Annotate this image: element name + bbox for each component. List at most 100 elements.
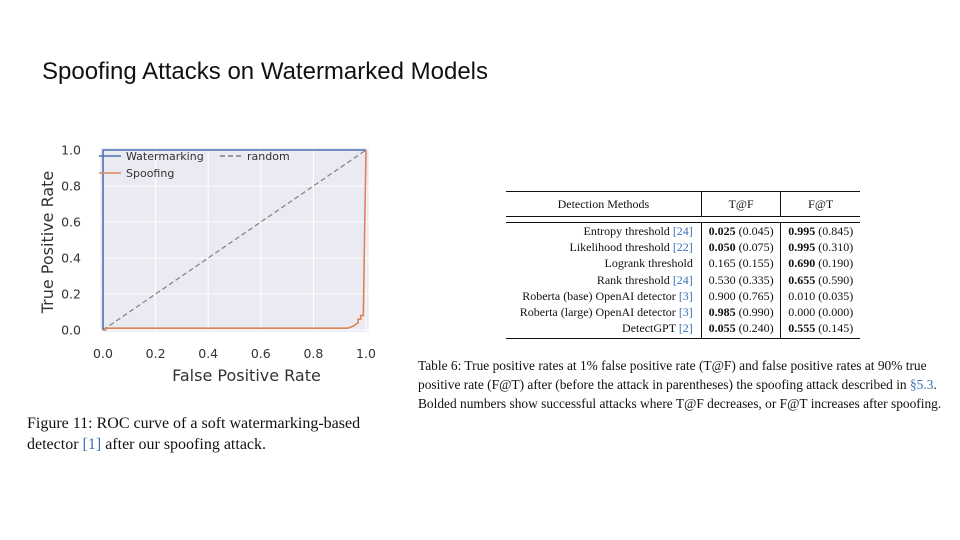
slide-title: Spoofing Attacks on Watermarked Models <box>42 58 488 85</box>
x-tick-label: 1.0 <box>356 346 376 361</box>
method-ref[interactable]: [3] <box>678 288 693 303</box>
series-line-random <box>102 149 367 331</box>
ft-before-value: (0.190) <box>815 256 854 271</box>
method-name: Entropy threshold <box>583 224 673 239</box>
method-name: Logrank threshold <box>604 256 693 271</box>
ft-before-value: (0.590) <box>815 272 854 287</box>
table-row: Roberta (large) OpenAI detector [3] 0.985… <box>506 303 860 321</box>
tf-before-value: (0.765) <box>735 288 774 303</box>
method-name: Likelihood threshold <box>569 240 673 255</box>
method-ref[interactable]: [24] <box>672 224 693 239</box>
method-cell: Roberta (base) OpenAI detector [3] <box>506 287 702 304</box>
method-name: DetectGPT <box>622 321 679 336</box>
method-cell: Roberta (large) OpenAI detector [3] <box>506 303 702 321</box>
tf-cell: 0.165 (0.155) <box>701 255 782 272</box>
y-axis-label: True Positive Rate <box>38 171 57 315</box>
tf-value: 0.050 <box>708 240 736 255</box>
method-cell: DetectGPT [2] <box>506 320 702 340</box>
method-ref[interactable]: [22] <box>672 240 693 255</box>
table-row: DetectGPT [2] 0.055 (0.240) 0.555 (0.145) <box>506 320 860 340</box>
legend-label: random <box>247 150 290 163</box>
ft-value: 0.995 <box>788 240 816 255</box>
method-cell: Likelihood threshold [22] <box>506 239 702 256</box>
method-cell: Rank threshold [24] <box>506 271 702 288</box>
ft-value: 0.010 <box>788 288 816 303</box>
tf-cell: 0.985 (0.990) <box>701 303 782 321</box>
tf-cell: 0.530 (0.335) <box>701 271 782 288</box>
roc-figure: 0.0 0.2 0.4 0.6 0.8 1.0 0.0 0.2 0.4 0.6 0.8 1.0 Fals… <box>30 138 400 388</box>
ft-before-value: (0.000) <box>815 305 854 320</box>
method-cell: Entropy threshold [24] <box>506 222 702 240</box>
ft-before-value: (0.845) <box>815 224 854 239</box>
y-tick-label: 0.0 <box>61 323 81 338</box>
tf-cell: 0.025 (0.045) <box>701 222 782 240</box>
table-caption-text: Table 6: True positive rates at 1% false… <box>418 358 927 392</box>
table-row: Roberta (base) OpenAI detector [3] 0.900 … <box>506 287 860 304</box>
table-row: Rank threshold [24] 0.530 (0.335) 0.655 (0… <box>506 271 860 288</box>
method-cell: Logrank threshold <box>506 255 702 272</box>
ft-value: 0.655 <box>788 272 816 287</box>
tf-value: 0.900 <box>708 288 736 303</box>
tf-cell: 0.055 (0.240) <box>701 320 782 340</box>
x-tick-label: 0.2 <box>146 346 166 361</box>
ft-value: 0.000 <box>788 305 816 320</box>
y-tick-label: 0.2 <box>61 287 81 302</box>
table-header-row: Detection Methods T@F F@T <box>506 191 860 217</box>
series-line-watermarking <box>102 149 366 330</box>
tf-cell: 0.900 (0.765) <box>701 287 782 304</box>
table-caption-ref[interactable]: §5.3 <box>909 377 934 392</box>
y-tick-label: 0.4 <box>61 251 81 266</box>
figure-caption-text: Figure 11: ROC curve of a soft watermark… <box>27 415 361 453</box>
tf-value: 0.530 <box>708 272 736 287</box>
header-separator <box>506 216 860 223</box>
tf-before-value: (0.335) <box>735 272 774 287</box>
table-row: Entropy threshold [24] 0.025 (0.045) 0.995… <box>506 222 860 240</box>
detection-table: Detection Methods T@F F@T Entropy thresh… <box>506 191 860 340</box>
figure-caption-text-end: after our spoofing attack. <box>101 436 267 453</box>
series-line-spoofing <box>103 149 367 331</box>
x-tick-label: 0.6 <box>251 346 271 361</box>
table-row: Logrank threshold 0.165 (0.155) 0.690 (0.1… <box>506 255 860 272</box>
y-tick-label: 1.0 <box>61 143 81 158</box>
tf-value: 0.025 <box>708 224 736 239</box>
method-name: Roberta (base) OpenAI detector <box>522 288 679 303</box>
ft-cell: 0.000 (0.000) <box>781 304 860 320</box>
table-row: Likelihood threshold [22] 0.050 (0.075) 0.… <box>506 239 860 256</box>
ft-cell: 0.995 (0.310) <box>781 239 860 255</box>
tf-before-value: (0.990) <box>735 305 774 320</box>
tf-before-value: (0.155) <box>735 256 774 271</box>
header-tf: T@F <box>701 191 782 217</box>
method-ref[interactable]: [3] <box>678 305 693 320</box>
ft-before-value: (0.145) <box>815 321 854 336</box>
figure-caption-ref[interactable]: [1] <box>82 436 102 453</box>
ft-value: 0.995 <box>788 224 816 239</box>
method-name: Roberta (large) OpenAI detector <box>519 305 679 320</box>
x-tick-label: 0.4 <box>198 346 218 361</box>
tf-value: 0.985 <box>708 305 736 320</box>
figure-caption: Figure 11: ROC curve of a soft watermark… <box>27 413 402 455</box>
header-methods: Detection Methods <box>506 191 702 217</box>
ft-cell: 0.690 (0.190) <box>781 255 860 271</box>
ft-cell: 0.995 (0.845) <box>781 223 860 240</box>
table-caption-text-end: . Bolded numbers show successful attacks… <box>418 377 942 411</box>
roc-chart: 0.0 0.2 0.4 0.6 0.8 1.0 0.0 0.2 0.4 0.6 0.8 1.0 Fals… <box>38 143 376 386</box>
x-tick-label: 0.8 <box>303 346 323 361</box>
tf-value: 0.055 <box>708 321 736 336</box>
y-tick-label: 0.6 <box>61 215 81 230</box>
tf-cell: 0.050 (0.075) <box>701 239 782 256</box>
ft-cell: 0.655 (0.590) <box>781 272 860 288</box>
tf-value: 0.165 <box>708 256 736 271</box>
ft-value: 0.690 <box>788 256 816 271</box>
ft-cell: 0.010 (0.035) <box>781 288 860 304</box>
tf-before-value: (0.240) <box>735 321 774 336</box>
method-ref[interactable]: [2] <box>678 321 693 336</box>
ft-cell: 0.555 (0.145) <box>780 320 860 340</box>
method-ref[interactable]: [24] <box>672 272 693 287</box>
header-ft: F@T <box>808 196 834 211</box>
legend-label: Spoofing <box>126 167 174 180</box>
tf-before-value: (0.075) <box>735 240 774 255</box>
table-caption: Table 6: True positive rates at 1% false… <box>418 356 958 413</box>
legend-label: Watermarking <box>126 150 204 163</box>
x-axis-label: False Positive Rate <box>172 366 321 385</box>
ft-before-value: (0.310) <box>815 240 854 255</box>
